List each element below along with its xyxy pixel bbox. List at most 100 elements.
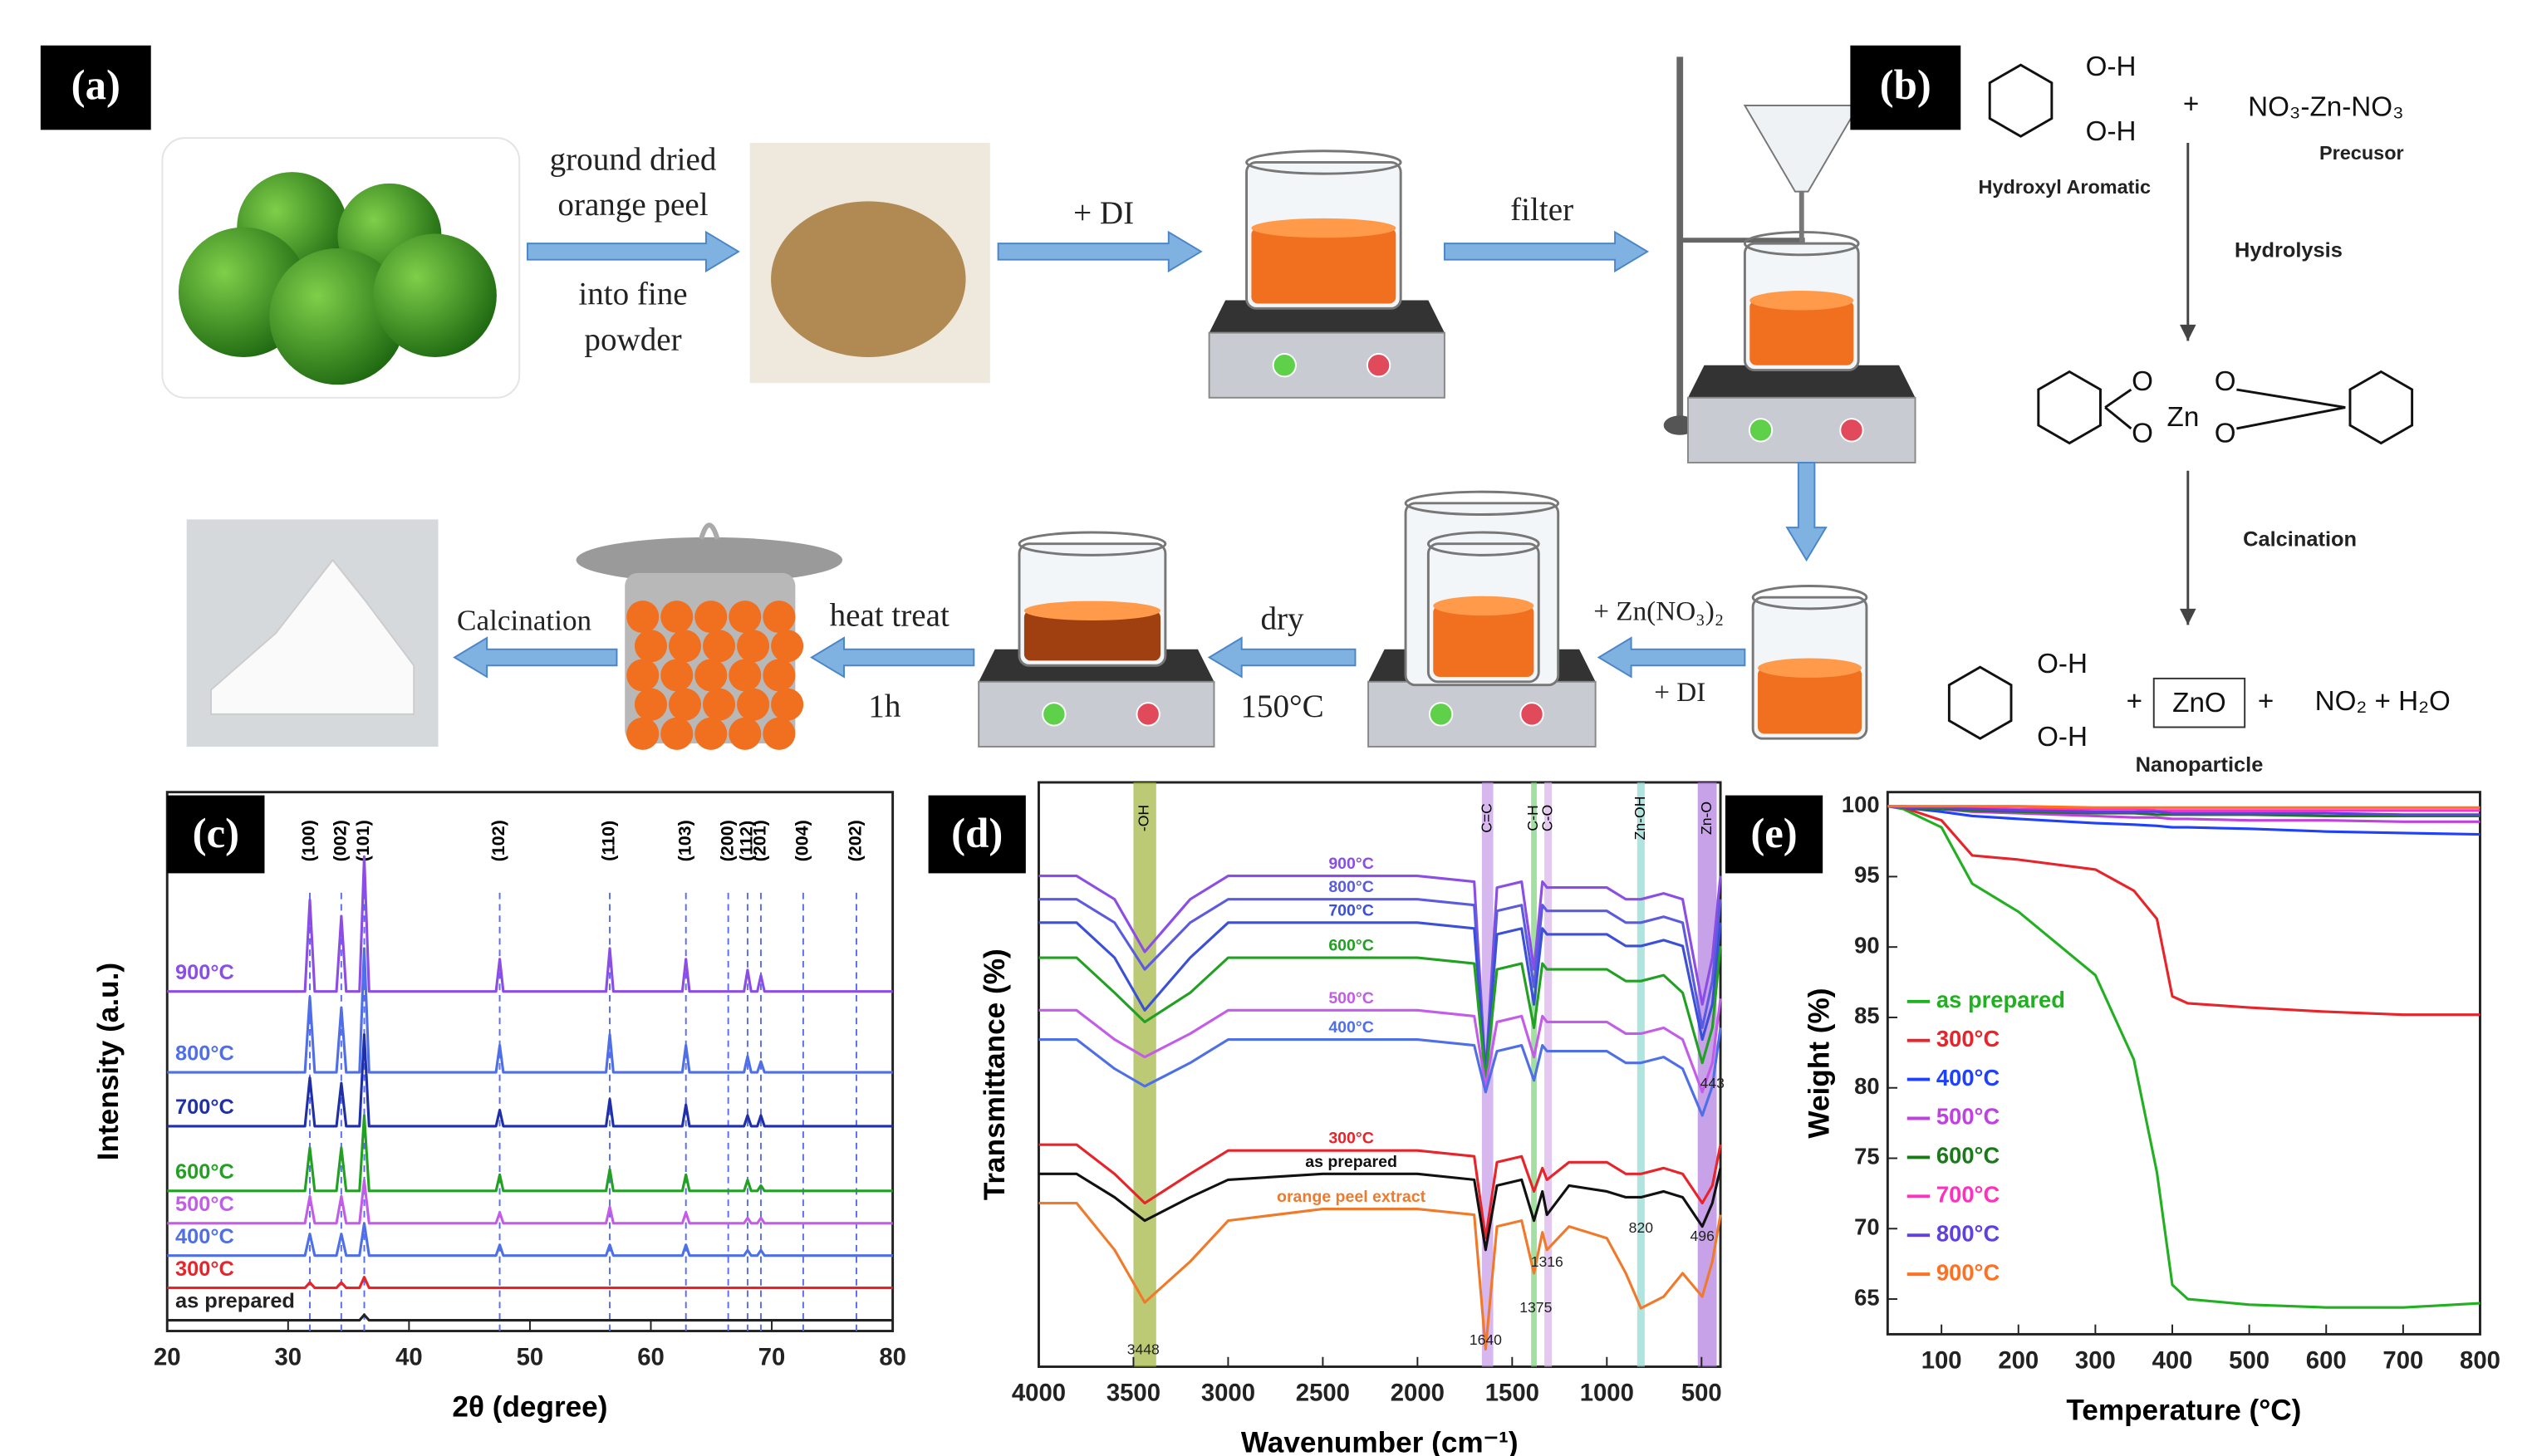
x-tick-label: 700 <box>2382 1346 2423 1374</box>
bead <box>763 601 796 634</box>
series-line <box>1038 1143 1722 1240</box>
annotation: 1316 <box>1531 1253 1563 1270</box>
x-tick-label: 1000 <box>1580 1379 1634 1406</box>
y-tick-label: 65 <box>1854 1284 1879 1310</box>
bead <box>763 717 796 750</box>
series-label: 800°C <box>175 1042 234 1065</box>
series-line <box>1887 805 2480 1017</box>
band-label: C=C <box>1478 803 1494 833</box>
x-tick-label: 80 <box>879 1343 906 1370</box>
x-tick-label: 4000 <box>1012 1379 1066 1406</box>
annotation: 443 <box>1700 1075 1725 1091</box>
series-label: 400°C <box>1328 1018 1374 1037</box>
bond <box>2104 388 2132 409</box>
series-label: 500°C <box>175 1193 234 1216</box>
panel-label-box <box>1850 45 1961 130</box>
x-tick-label: 500 <box>1681 1379 1722 1406</box>
arrow <box>810 636 975 679</box>
chem-text: NO₂ + H₂O <box>2315 686 2451 717</box>
series-line <box>1887 805 2480 836</box>
panel-label-box <box>928 795 1026 874</box>
liquid <box>1749 300 1854 365</box>
step-text: 150°C <box>1240 689 1323 724</box>
bond <box>2236 388 2346 409</box>
series-label: 700°C <box>1328 901 1374 919</box>
legend-label: 900°C <box>1936 1259 2000 1285</box>
knob <box>1366 353 1391 378</box>
legend-label: 500°C <box>1936 1104 2000 1130</box>
peak-label: (202) <box>846 820 866 861</box>
peak-label: (101) <box>353 820 373 861</box>
panel-label-box <box>167 795 265 874</box>
liquid-top <box>1023 601 1160 621</box>
bead <box>668 688 702 721</box>
bead <box>771 688 804 721</box>
reaction-arrowhead <box>2180 608 2196 625</box>
band <box>1531 782 1537 1367</box>
knob <box>1839 418 1864 443</box>
x-axis-title: Temperature (°C) <box>2066 1395 2301 1427</box>
annotation: 496 <box>1690 1228 1715 1244</box>
bead <box>634 688 668 721</box>
liquid <box>1758 668 1862 734</box>
hotplate-base <box>978 680 1215 748</box>
x-tick-label: 3000 <box>1201 1379 1255 1406</box>
y-tick-label: 75 <box>1854 1144 1879 1169</box>
bead <box>668 630 702 663</box>
chem-step: Hydrolysis <box>2235 239 2343 262</box>
y-tick-label: 95 <box>1854 862 1879 888</box>
powder <box>210 558 415 715</box>
chem-text: O-H <box>2086 51 2137 82</box>
chem-text: O <box>2215 419 2236 449</box>
chem-caption: Hydroxyl Aromatic <box>1979 176 2152 198</box>
series-label: 900°C <box>175 961 234 984</box>
x-tick-label: 50 <box>517 1343 544 1370</box>
y-tick-label: 80 <box>1854 1073 1879 1099</box>
series-line <box>1038 945 1722 1082</box>
bead <box>703 688 736 721</box>
legend-label: 400°C <box>1936 1065 2000 1091</box>
x-tick-label: 40 <box>395 1343 423 1370</box>
band-label: C-O <box>1538 805 1555 831</box>
product-box <box>2152 677 2246 728</box>
series-line <box>1038 1167 1722 1252</box>
step-text: dry <box>1260 601 1304 636</box>
chem-text: O-H <box>2037 722 2088 753</box>
band <box>1544 782 1553 1367</box>
x-tick-label: 800 <box>2460 1346 2500 1374</box>
annotation: 820 <box>1629 1219 1654 1236</box>
reaction-arrowhead <box>2180 324 2196 341</box>
peak-label: (102) <box>488 820 508 861</box>
series-label: 400°C <box>175 1225 234 1248</box>
series-line <box>167 947 893 1074</box>
beaker-rim <box>1404 490 1560 516</box>
x-tick-label: 400 <box>2152 1346 2193 1374</box>
arrow <box>1597 636 1746 679</box>
series-line <box>167 1313 893 1322</box>
liquid <box>1251 228 1396 304</box>
series-line <box>1038 921 1722 1076</box>
bead <box>660 717 694 750</box>
step-text: + DI <box>1073 195 1134 231</box>
arrow <box>1207 636 1357 679</box>
legend-label: 300°C <box>1936 1026 2000 1052</box>
series-line <box>167 1276 893 1290</box>
ring <box>2348 370 2414 445</box>
bead <box>703 630 736 663</box>
series-line <box>1038 1201 1722 1351</box>
ring <box>1947 665 2013 740</box>
series-label: 700°C <box>175 1096 234 1119</box>
chem-step: Calcination <box>2243 527 2357 551</box>
chem-caption: Nanoparticle <box>2136 753 2264 777</box>
bead <box>694 659 728 692</box>
x-tick-label: 600 <box>2306 1346 2347 1374</box>
series-label: 800°C <box>1328 878 1374 896</box>
knob <box>1136 702 1160 727</box>
series-line <box>1038 998 1722 1094</box>
peak-label: (200) <box>717 820 737 861</box>
beaker-rim <box>1743 230 1860 257</box>
step-text: 1h <box>868 689 901 724</box>
series-label: 900°C <box>1328 855 1374 873</box>
